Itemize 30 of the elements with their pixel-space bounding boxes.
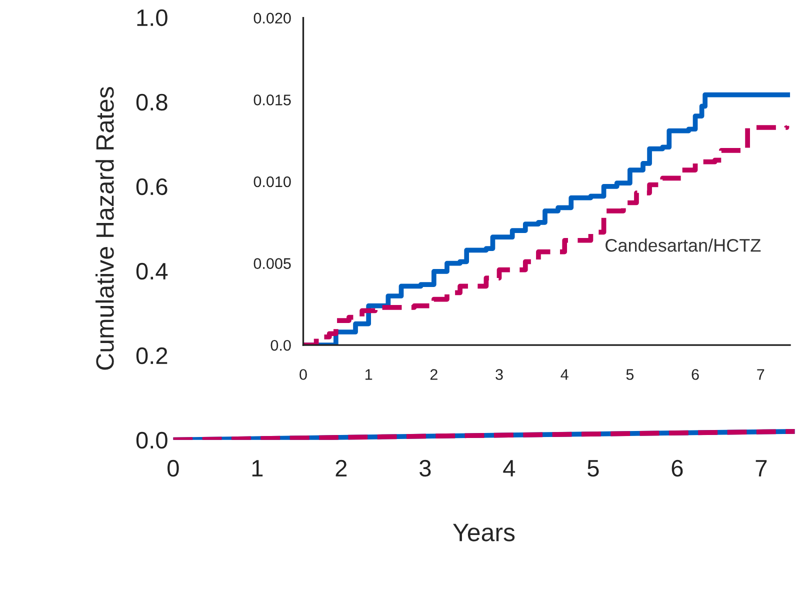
y-tick-label: 0.4: [136, 262, 168, 280]
y-tick-label: 0.020: [254, 12, 291, 24]
x-tick-label: 2: [336, 460, 347, 476]
x-tick-label: 3: [420, 460, 431, 477]
y-tick-label: 0.0: [270, 340, 291, 351]
annotation: Candesartan/HCTZ: [606, 238, 761, 252]
x-tick-label: 0: [168, 460, 179, 477]
y-tick-label: 0.005: [254, 258, 291, 269]
x-tick-label: 0: [300, 369, 307, 380]
y-tick-label: 0.6: [136, 178, 168, 196]
y-tick-label: 0.0: [136, 432, 168, 449]
x-tick-label: 1: [252, 460, 263, 476]
x-tick-label: 3: [496, 369, 503, 380]
x-tick-label: 4: [560, 369, 568, 380]
x-tick-label: 4: [503, 460, 516, 476]
y-tick-label: 0.010: [254, 176, 291, 188]
x-tick-label: 6: [692, 369, 699, 380]
x-tick-label: 5: [588, 460, 599, 477]
x-tick-label: 7: [757, 369, 764, 380]
y-tick-label: 0.8: [136, 94, 168, 111]
y-axis-title: Cumulative Hazard Rates: [96, 87, 114, 370]
x-tick-label: 6: [672, 460, 683, 477]
x-axis-title: Years: [453, 524, 515, 542]
y-tick-label: 0.015: [254, 94, 291, 106]
x-tick-label: 2: [430, 369, 438, 380]
y-tick-label: 0.2: [136, 347, 168, 364]
x-tick-label: 7: [756, 460, 767, 476]
x-tick-label: 5: [626, 369, 634, 380]
y-tick-label: 1.0: [137, 9, 168, 26]
x-tick-label: 1: [365, 369, 372, 380]
